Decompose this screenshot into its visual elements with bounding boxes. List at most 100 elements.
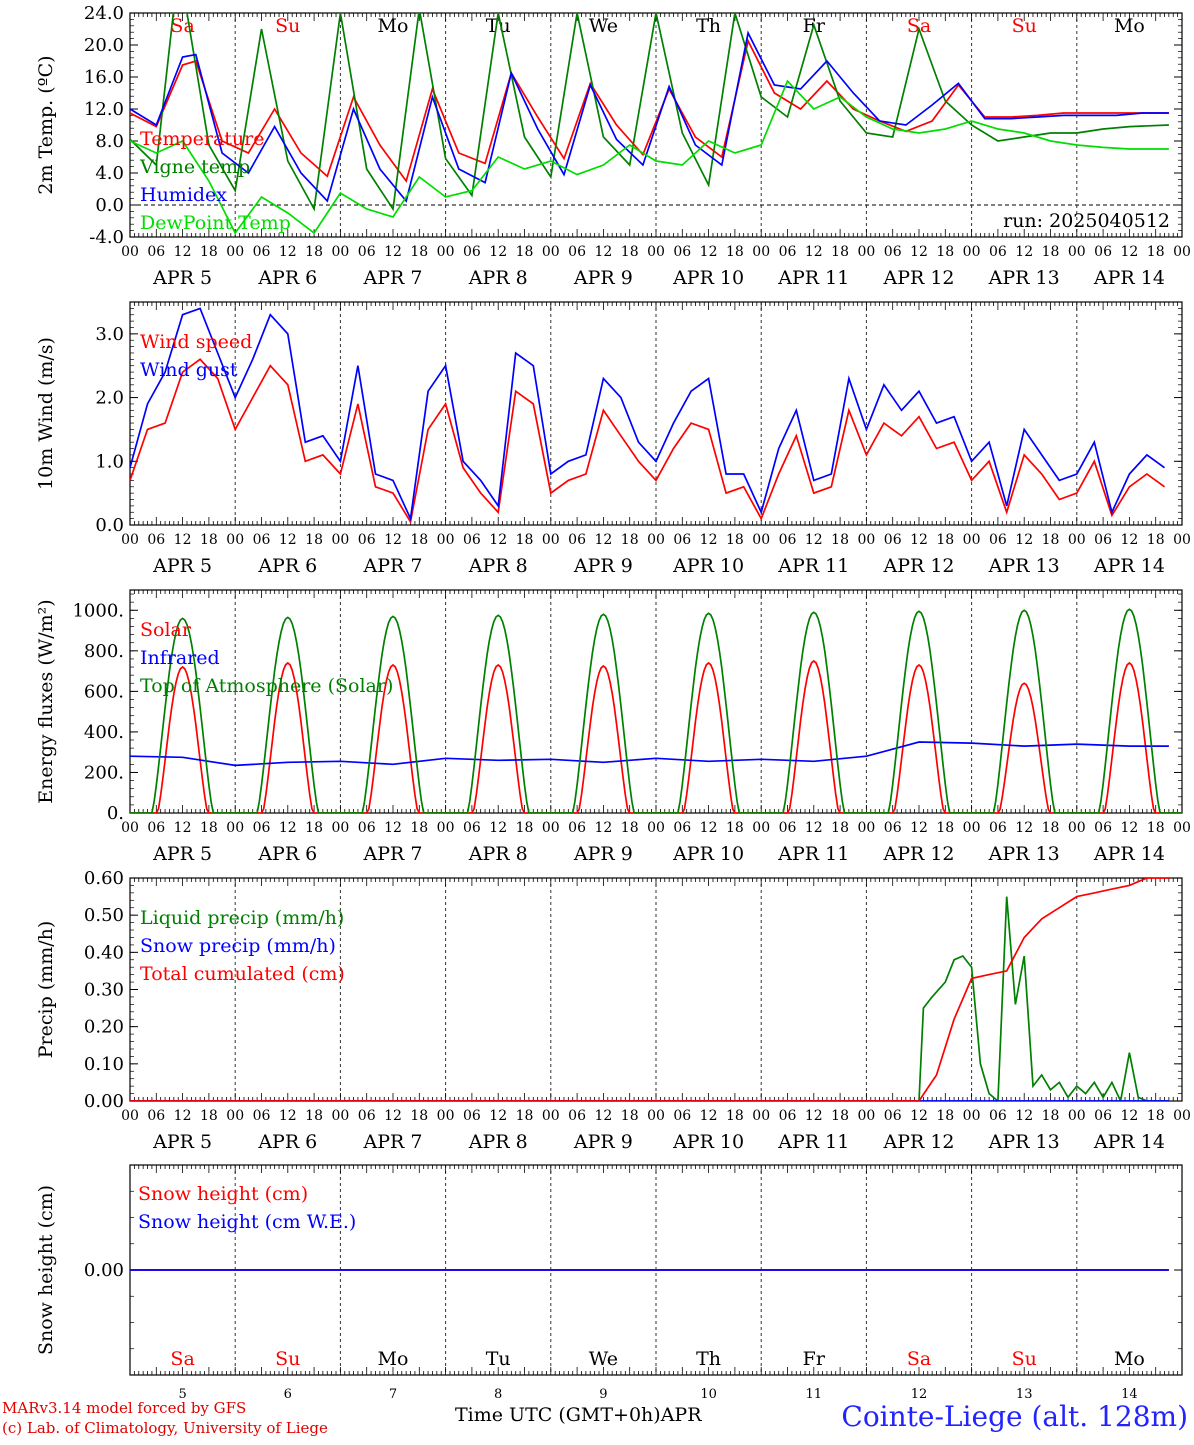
y-tick-label: 0. bbox=[107, 803, 124, 824]
legend-entry: Wind speed bbox=[140, 331, 252, 353]
hour-tick-label: 12 bbox=[594, 820, 612, 836]
hour-tick-label: 06 bbox=[253, 532, 271, 548]
panel-5: 0.00 Snow height (cm) Sa 5 Su 6 Mo 7 Tu 8 We 9 Th 10 F… bbox=[35, 1164, 1183, 1402]
hour-tick-label: 00 bbox=[1173, 532, 1191, 548]
hour-tick-label: 00 bbox=[647, 532, 665, 548]
dow-label: Mo bbox=[378, 15, 409, 37]
y-tick-label: 16.0 bbox=[84, 67, 124, 88]
hour-tick-label: 18 bbox=[621, 532, 639, 548]
dow-label: We bbox=[589, 1348, 618, 1370]
site-label: Cointe-Liege (alt. 128m) bbox=[841, 1400, 1188, 1433]
dow-label: Mo bbox=[378, 1348, 409, 1370]
hour-tick-label: 00 bbox=[647, 244, 665, 260]
hour-tick-label: 18 bbox=[726, 1108, 744, 1124]
hour-tick-label: 18 bbox=[621, 820, 639, 836]
y-axis-label: Snow height (cm) bbox=[35, 1185, 57, 1355]
day-label: APR 11 bbox=[777, 843, 849, 865]
hour-tick-label: 18 bbox=[305, 820, 323, 836]
hour-tick-label: 00 bbox=[542, 820, 560, 836]
legend-entry: Wind gust bbox=[140, 359, 238, 381]
hour-tick-label: 06 bbox=[989, 820, 1007, 836]
hour-tick-label: 06 bbox=[779, 244, 797, 260]
hour-tick-label: 00 bbox=[331, 532, 349, 548]
hour-tick-label: 18 bbox=[200, 1108, 218, 1124]
day-label: APR 12 bbox=[882, 1131, 954, 1153]
legend-entry: Humidex bbox=[140, 184, 227, 206]
hour-tick-label: 18 bbox=[410, 532, 428, 548]
y-axis-label: 2m Temp. (ºC) bbox=[35, 55, 57, 194]
hour-tick-label: 18 bbox=[726, 532, 744, 548]
month-label: APR bbox=[660, 1404, 702, 1426]
day-label: APR 6 bbox=[257, 267, 317, 289]
legend-entry: Top of Atmosphere (Solar) bbox=[140, 675, 393, 697]
hour-tick-label: 12 bbox=[489, 1108, 507, 1124]
day-label: APR 8 bbox=[468, 843, 528, 865]
hour-tick-label: 06 bbox=[884, 244, 902, 260]
hour-tick-label: 12 bbox=[174, 820, 192, 836]
date-label: 11 bbox=[806, 1387, 823, 1402]
series-line bbox=[130, 38, 1169, 183]
date-label: 8 bbox=[494, 1387, 502, 1402]
hour-tick-label: 18 bbox=[621, 244, 639, 260]
lab-credit: (c) Lab. of Climatology, University of L… bbox=[2, 1419, 328, 1437]
series-line bbox=[130, 307, 1165, 522]
hour-tick-label: 00 bbox=[226, 1108, 244, 1124]
hour-tick-label: 00 bbox=[331, 1108, 349, 1124]
date-label: 13 bbox=[1016, 1387, 1033, 1402]
hour-tick-label: 12 bbox=[1015, 820, 1033, 836]
hour-tick-label: 18 bbox=[410, 1108, 428, 1124]
y-axis-label: Precip (mm/h) bbox=[35, 921, 57, 1059]
date-label: 7 bbox=[389, 1387, 397, 1402]
hour-tick-label: 18 bbox=[200, 532, 218, 548]
hour-tick-label: 06 bbox=[358, 820, 376, 836]
hour-tick-label: 00 bbox=[752, 1108, 770, 1124]
hour-tick-label: 18 bbox=[516, 820, 534, 836]
y-tick-label: 24.0 bbox=[84, 3, 124, 24]
hour-tick-label: 18 bbox=[200, 820, 218, 836]
hour-tick-label: 06 bbox=[884, 820, 902, 836]
hour-tick-label: 06 bbox=[253, 244, 271, 260]
hour-tick-label: 12 bbox=[1015, 244, 1033, 260]
y-tick-label: 200. bbox=[84, 762, 124, 783]
day-label: APR 9 bbox=[573, 843, 633, 865]
hour-tick-label: 12 bbox=[174, 244, 192, 260]
hour-tick-label: 06 bbox=[147, 820, 165, 836]
hour-tick-label: 00 bbox=[226, 244, 244, 260]
hour-tick-label: 12 bbox=[805, 532, 823, 548]
y-tick-label: 0.50 bbox=[84, 905, 124, 926]
hour-tick-label: 00 bbox=[542, 1108, 560, 1124]
hour-tick-label: 00 bbox=[857, 820, 875, 836]
y-axis-label: 10m Wind (m/s) bbox=[35, 337, 57, 490]
date-label: 6 bbox=[284, 1387, 292, 1402]
hour-tick-label: 00 bbox=[1173, 1108, 1191, 1124]
hour-tick-label: 18 bbox=[1147, 820, 1165, 836]
hour-tick-label: 18 bbox=[516, 244, 534, 260]
hour-tick-label: 12 bbox=[910, 532, 928, 548]
hour-tick-label: 06 bbox=[1094, 532, 1112, 548]
y-tick-label: 800. bbox=[84, 641, 124, 662]
y-tick-label: 8.0 bbox=[95, 131, 124, 152]
hour-tick-label: 00 bbox=[1068, 532, 1086, 548]
hour-tick-label: 12 bbox=[279, 532, 297, 548]
hour-tick-label: 00 bbox=[1173, 244, 1191, 260]
y-tick-label: 0.10 bbox=[84, 1054, 124, 1075]
day-label: APR 8 bbox=[468, 555, 528, 577]
hour-tick-label: 12 bbox=[700, 1108, 718, 1124]
day-label: APR 9 bbox=[573, 1131, 633, 1153]
hour-tick-label: 12 bbox=[489, 532, 507, 548]
y-tick-label: 0.00 bbox=[84, 1091, 124, 1112]
hour-tick-label: 12 bbox=[384, 820, 402, 836]
hour-tick-label: 12 bbox=[489, 244, 507, 260]
y-tick-label: 3.0 bbox=[95, 324, 124, 345]
day-label: APR 14 bbox=[1093, 267, 1165, 289]
hour-tick-label: 06 bbox=[463, 820, 481, 836]
hour-tick-label: 12 bbox=[910, 820, 928, 836]
hour-tick-label: 12 bbox=[700, 820, 718, 836]
dow-label: Sa bbox=[170, 1348, 194, 1370]
hour-tick-label: 18 bbox=[831, 244, 849, 260]
y-tick-label: 1.0 bbox=[95, 451, 124, 472]
run-label: run: 2025040512 bbox=[1003, 210, 1170, 232]
hour-tick-label: 18 bbox=[621, 1108, 639, 1124]
day-label: APR 5 bbox=[152, 843, 212, 865]
